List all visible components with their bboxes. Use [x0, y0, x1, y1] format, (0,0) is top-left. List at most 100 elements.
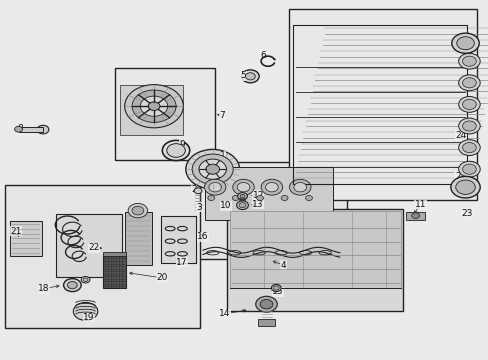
Circle shape [256, 195, 263, 201]
Bar [120, 85, 183, 135]
Text: 13: 13 [252, 199, 264, 209]
Circle shape [458, 75, 479, 91]
Text: 11: 11 [414, 200, 426, 209]
Circle shape [207, 195, 214, 201]
Bar [258, 319, 274, 326]
Text: 14: 14 [219, 310, 230, 319]
Circle shape [124, 85, 183, 128]
Bar [102, 252, 126, 256]
Circle shape [148, 102, 160, 111]
Text: 24: 24 [454, 131, 466, 140]
Circle shape [265, 183, 278, 192]
Circle shape [63, 279, 81, 292]
Circle shape [185, 149, 239, 189]
Circle shape [128, 203, 147, 218]
Circle shape [237, 183, 249, 192]
Text: 16: 16 [197, 233, 208, 242]
Circle shape [271, 284, 281, 292]
Text: 8: 8 [18, 125, 23, 134]
Bar [115, 68, 215, 160]
Circle shape [232, 179, 254, 195]
Circle shape [236, 201, 248, 210]
Circle shape [162, 140, 189, 161]
Text: 4: 4 [280, 261, 286, 270]
Circle shape [293, 183, 306, 192]
Bar [56, 214, 122, 277]
Circle shape [37, 125, 49, 134]
Circle shape [458, 140, 479, 156]
Circle shape [73, 302, 98, 320]
Circle shape [462, 143, 475, 153]
Circle shape [462, 99, 475, 109]
Circle shape [245, 73, 255, 80]
Bar [10, 221, 41, 256]
Circle shape [458, 161, 479, 177]
Bar [229, 211, 400, 288]
Circle shape [458, 96, 479, 112]
Circle shape [205, 164, 219, 174]
Circle shape [239, 203, 245, 208]
Bar [124, 212, 151, 265]
Circle shape [260, 300, 272, 309]
Circle shape [240, 194, 244, 198]
Text: 10: 10 [220, 202, 231, 210]
Bar [198, 162, 346, 259]
Text: 6: 6 [260, 51, 265, 60]
Circle shape [15, 126, 22, 132]
Circle shape [241, 70, 259, 83]
Text: 25: 25 [454, 172, 466, 181]
Circle shape [199, 159, 226, 179]
Circle shape [458, 53, 479, 69]
Circle shape [450, 176, 479, 198]
Circle shape [192, 154, 233, 184]
Text: 18: 18 [38, 284, 50, 293]
Circle shape [83, 278, 88, 282]
Bar [405, 212, 425, 220]
Circle shape [411, 213, 419, 219]
Circle shape [132, 206, 143, 215]
Circle shape [67, 282, 77, 289]
Circle shape [462, 121, 475, 131]
Bar [288, 9, 476, 200]
Text: 17: 17 [176, 258, 187, 266]
Text: 21: 21 [10, 227, 21, 236]
Bar [161, 216, 195, 263]
Text: 22: 22 [88, 243, 100, 252]
Text: 3: 3 [196, 202, 202, 212]
Text: 20: 20 [156, 274, 168, 282]
Circle shape [255, 296, 277, 312]
Bar [227, 209, 403, 311]
Text: 12: 12 [252, 191, 264, 199]
Circle shape [462, 78, 475, 88]
Circle shape [273, 286, 279, 290]
Text: 1: 1 [219, 151, 225, 160]
Circle shape [462, 164, 475, 174]
Bar [205, 167, 332, 220]
Circle shape [194, 188, 202, 194]
Circle shape [458, 118, 479, 134]
Circle shape [232, 195, 239, 201]
Bar [293, 25, 466, 184]
Bar [19, 127, 43, 132]
Circle shape [166, 144, 185, 157]
Circle shape [456, 37, 473, 50]
Circle shape [81, 276, 90, 283]
Text: 15: 15 [271, 287, 283, 296]
Circle shape [261, 179, 282, 195]
Text: 5: 5 [240, 71, 246, 80]
Bar [5, 185, 200, 328]
Text: 19: 19 [83, 313, 95, 322]
Text: 23: 23 [461, 209, 472, 217]
Bar [102, 256, 126, 288]
Text: 2: 2 [191, 185, 197, 194]
Circle shape [462, 56, 475, 66]
Circle shape [204, 179, 225, 195]
Circle shape [289, 179, 310, 195]
Text: 9: 9 [179, 140, 184, 149]
Circle shape [132, 90, 176, 122]
Circle shape [281, 195, 287, 201]
Circle shape [237, 193, 247, 200]
Circle shape [140, 96, 167, 116]
Circle shape [451, 33, 478, 53]
Circle shape [305, 195, 312, 201]
